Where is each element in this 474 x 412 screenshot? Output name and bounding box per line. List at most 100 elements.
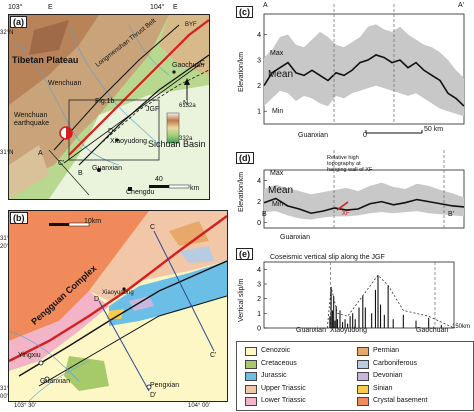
legend-label: Jurassic bbox=[261, 372, 287, 379]
legend-label: Upper Triassic bbox=[261, 384, 306, 392]
map-b bbox=[8, 210, 228, 402]
panel-c-min: Min bbox=[272, 108, 284, 115]
panel-e-label: (e) bbox=[236, 248, 253, 260]
map-a-lon1: 103° bbox=[8, 4, 23, 11]
mean-elevation-line bbox=[263, 54, 465, 107]
panel-d-bp: B' bbox=[448, 211, 455, 218]
panel-e-km: 150km bbox=[452, 324, 471, 330]
legend-label: Lower Triassic bbox=[261, 397, 306, 404]
map-a-chengdu: Chengdu bbox=[126, 189, 155, 196]
legend-swatch bbox=[245, 384, 257, 394]
map-a-d: D bbox=[108, 128, 114, 135]
map-b-d: D bbox=[94, 296, 100, 303]
panel-d-note-2: topography at bbox=[327, 161, 361, 167]
map-a-tibetan: Tibetan Plateau bbox=[12, 55, 79, 65]
map-a-highland bbox=[9, 15, 99, 105]
y-tick-label: 2 bbox=[257, 199, 261, 206]
map-b-lon1: 103° 30' bbox=[14, 403, 36, 409]
map-b-lon2: 104° 00' bbox=[188, 403, 210, 409]
map-a-svg bbox=[9, 15, 209, 199]
map-a-chengdu-square bbox=[128, 187, 132, 191]
map-b-pengxian-dot bbox=[146, 384, 152, 390]
panel-e-xiaoyudong: Xiaoyudong bbox=[330, 327, 367, 334]
map-a-elev-max: 6132a bbox=[179, 103, 196, 109]
map-a-scale-value: 40 bbox=[155, 176, 163, 183]
map-a-gaochuan-dot bbox=[172, 70, 176, 74]
mean-elevation-line bbox=[263, 197, 465, 215]
y-tick-label: 1 bbox=[257, 109, 261, 116]
slip-envelope-line bbox=[326, 274, 455, 329]
map-a-rivers bbox=[18, 24, 170, 166]
legend-swatch bbox=[245, 347, 257, 356]
legend-swatch bbox=[245, 359, 257, 369]
map-b-scalebar bbox=[49, 222, 90, 227]
panel-c-scale-end: 50 km bbox=[424, 126, 444, 133]
map-a-profile-line bbox=[48, 149, 90, 196]
map-a-wenchuan-eq-2: earthquake bbox=[14, 120, 50, 127]
map-a-faults bbox=[53, 19, 209, 166]
map-a-guanxian-dot bbox=[97, 168, 101, 172]
legend-label: Carboniferous bbox=[373, 359, 417, 367]
map-b-yingxiu-dot bbox=[38, 360, 44, 366]
panel-c-scale-zero: 0 bbox=[363, 132, 367, 139]
map-a-elev-min: 332a bbox=[179, 136, 193, 142]
legend-label: Crystal basement bbox=[373, 397, 428, 404]
map-b-permian bbox=[169, 221, 209, 246]
panel-d-xf: XF bbox=[342, 211, 350, 217]
map-a-lon1-e: E bbox=[48, 4, 53, 11]
map-b-svg bbox=[9, 211, 227, 401]
panel-c-max: Max bbox=[270, 50, 284, 57]
map-b-devonian bbox=[129, 296, 154, 311]
map-a-sw-area bbox=[9, 145, 49, 199]
map-b-crystal-basement bbox=[9, 211, 149, 341]
map-a-profile-cc bbox=[63, 64, 200, 164]
y-tick-label: 2 bbox=[257, 296, 261, 303]
north-arrow-icon bbox=[184, 78, 190, 100]
panel-e-title: Coseismic vertical slip along the JGF bbox=[270, 254, 385, 261]
map-b-cp: C' bbox=[210, 352, 217, 359]
y-tick-label: 1 bbox=[257, 311, 261, 318]
elevation-profile-d: 4 2 0 bbox=[257, 150, 465, 229]
map-b-lat1n: 20' bbox=[0, 244, 8, 250]
panel-d-guanxian: Guanxian bbox=[280, 234, 310, 241]
panel-e-ylabel: Vertical slip/m bbox=[238, 278, 245, 322]
map-a-lon2-e: E bbox=[173, 4, 178, 11]
map-b-scale: 10km bbox=[84, 218, 102, 225]
legend-swatch bbox=[357, 359, 369, 369]
y-tick-label: 0 bbox=[257, 220, 261, 227]
map-b-lower-triassic bbox=[9, 291, 109, 371]
panel-c-guanxian: Guanxian bbox=[298, 132, 328, 139]
map-a-sichuan: Sichuan Basin bbox=[148, 139, 206, 149]
map-a-lat2: 31°N bbox=[0, 150, 14, 156]
legend: Cenozoic Permian Cretaceous Carboniferous Ju… bbox=[236, 341, 474, 411]
map-b-dp: D' bbox=[150, 392, 157, 399]
map-b-guanxian: Guanxian bbox=[40, 378, 70, 385]
y-tick-label: 4 bbox=[257, 267, 261, 274]
map-a-scale-km: km bbox=[190, 185, 200, 192]
y-tick-label: 2 bbox=[257, 83, 261, 90]
panel-d-note-1: Relative high bbox=[327, 155, 359, 161]
xf-fault-mark bbox=[336, 201, 349, 211]
map-b-carboniferous bbox=[179, 246, 214, 263]
map-a-wenchuan: Wenchuan bbox=[48, 80, 82, 87]
map-a-elev-legend bbox=[166, 112, 180, 144]
map-b-xiaoyudong-dot bbox=[122, 287, 126, 291]
elevation-range-band bbox=[264, 182, 464, 220]
map-b-lat2: 31° bbox=[0, 386, 10, 392]
panel-d-max: Max bbox=[270, 170, 284, 177]
legend-label: Cenozoic bbox=[261, 347, 291, 354]
map-b-lat2n: 00' bbox=[0, 394, 8, 400]
panel-d-min: Min bbox=[272, 201, 284, 208]
legend-swatch bbox=[357, 347, 369, 356]
map-a-peak-area bbox=[29, 20, 69, 55]
map-a-b: B bbox=[78, 170, 83, 177]
map-a-gaochuan: Gaochuan bbox=[172, 62, 205, 69]
map-a-lon2: 104° bbox=[150, 4, 165, 11]
map-a-north: N bbox=[183, 100, 189, 107]
legend-label: Sinian bbox=[373, 384, 393, 392]
legend-label: Cretaceous bbox=[261, 359, 297, 367]
y-tick-label: 3 bbox=[257, 282, 261, 289]
map-b-xiaoyudong: Xiaoyudong bbox=[102, 290, 134, 296]
legend-swatch bbox=[245, 372, 257, 381]
map-b-lat1: 31° bbox=[0, 236, 10, 242]
